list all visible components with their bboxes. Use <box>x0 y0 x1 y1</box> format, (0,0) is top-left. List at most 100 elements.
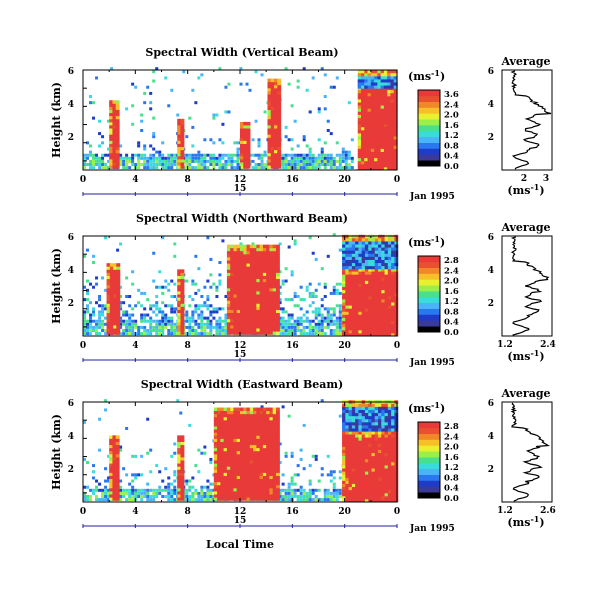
heatmap-cell <box>143 144 147 148</box>
heatmap-cell <box>267 112 272 117</box>
heatmap-cell <box>358 474 363 478</box>
heatmap-cell <box>351 461 356 466</box>
heatmap-cell <box>109 312 114 317</box>
heatmap-cell <box>246 497 251 501</box>
heatmap-cell <box>256 325 261 329</box>
heatmap-cell <box>394 317 399 322</box>
heatmap-cell <box>177 140 182 144</box>
heatmap-cell <box>128 322 132 326</box>
heatmap-cell <box>296 322 300 326</box>
heatmap-cell <box>230 466 235 470</box>
heatmap-cell <box>364 409 369 414</box>
heatmap-cell <box>387 302 392 306</box>
heatmap-cell <box>358 271 363 275</box>
heatmap-cell <box>278 461 282 464</box>
heatmap-cell <box>259 469 264 473</box>
heatmap-cell <box>152 498 156 502</box>
heatmap-cell <box>243 303 248 307</box>
heatmap-cell <box>249 318 254 323</box>
heatmap-cell <box>262 303 267 307</box>
avg-y-tick: 4 <box>488 100 494 110</box>
heatmap-cell <box>384 302 389 306</box>
heatmap-cell <box>342 295 346 300</box>
heatmap-cell <box>106 275 111 280</box>
heatmap-cell <box>243 463 248 467</box>
heatmap-cell <box>173 488 177 492</box>
heatmap-cell <box>299 448 303 452</box>
heatmap-cell <box>394 265 399 270</box>
heatmap-cell <box>259 481 264 486</box>
heatmap-cell <box>370 136 375 140</box>
heatmap-cell <box>177 287 182 292</box>
heatmap-cell <box>332 233 336 237</box>
heatmap-cell <box>351 314 356 318</box>
heatmap-cell <box>275 284 280 289</box>
heatmap-cell <box>329 166 333 170</box>
colorbar-swatch <box>418 302 440 309</box>
heatmap-cell <box>269 260 274 264</box>
heatmap-cell <box>223 444 228 449</box>
heatmap-cell <box>180 137 185 141</box>
heatmap-cell <box>213 423 218 427</box>
heatmap-cell <box>364 151 369 156</box>
heatmap-cell <box>290 273 294 277</box>
heatmap-cell <box>267 115 272 120</box>
heatmap-cell <box>115 162 120 166</box>
heatmap-cell <box>320 319 324 323</box>
heatmap-cell <box>115 438 120 442</box>
day-label: 15 <box>234 184 247 194</box>
heatmap-cell <box>391 314 396 318</box>
heatmap-cell <box>394 452 399 457</box>
heatmap-cell <box>134 491 138 495</box>
heatmap-cell <box>125 427 129 430</box>
heatmap-cell <box>335 316 339 320</box>
heatmap-cell <box>246 484 251 489</box>
heatmap-cell <box>107 495 111 498</box>
heatmap-cell <box>332 491 336 495</box>
heatmap-cell <box>200 491 204 495</box>
heatmap-cell <box>122 319 126 323</box>
heatmap-cell <box>253 312 257 317</box>
heatmap-cell <box>149 144 153 148</box>
heatmap-cell <box>243 294 248 298</box>
heatmap-cell <box>200 319 204 323</box>
heatmap-cell <box>230 478 235 483</box>
heatmap-cell <box>393 85 398 89</box>
heatmap-cell <box>226 321 231 326</box>
heatmap-cell <box>267 162 272 166</box>
heatmap-cell <box>394 250 399 254</box>
heatmap-cell <box>293 329 297 332</box>
heatmap-cell <box>230 328 235 332</box>
heatmap-cell <box>253 291 257 295</box>
heatmap-cell <box>320 332 324 336</box>
heatmap-cell <box>149 304 153 308</box>
heatmap-cell <box>180 318 185 323</box>
heatmap-cell <box>342 431 346 435</box>
heatmap-cell <box>394 458 399 463</box>
heatmap-cell <box>277 137 282 141</box>
heatmap-cell <box>332 310 336 314</box>
heatmap-cell <box>347 150 351 154</box>
heatmap-cell <box>364 99 369 103</box>
heatmap-cell <box>194 319 198 323</box>
heatmap-cell <box>109 472 114 476</box>
heatmap-cell <box>391 244 396 248</box>
heatmap-cell <box>345 253 350 257</box>
heatmap-cell <box>381 434 386 438</box>
heatmap-cell <box>308 495 312 498</box>
heatmap-cell <box>180 303 185 307</box>
heatmap-cell <box>217 416 222 421</box>
heatmap-cell <box>374 409 379 414</box>
heatmap-cell <box>367 85 372 89</box>
heatmap-cell <box>267 146 272 151</box>
heatmap-cell <box>394 283 399 288</box>
heatmap-cell <box>220 484 225 489</box>
heatmap-cell <box>177 441 182 446</box>
heatmap-cell <box>374 468 379 472</box>
heatmap-cell <box>236 423 241 427</box>
heatmap-cell <box>203 322 207 326</box>
heatmap-cell <box>109 450 114 455</box>
heatmap-cell <box>393 108 398 112</box>
heatmap-cell <box>116 278 121 283</box>
heatmap-cell <box>249 444 254 449</box>
